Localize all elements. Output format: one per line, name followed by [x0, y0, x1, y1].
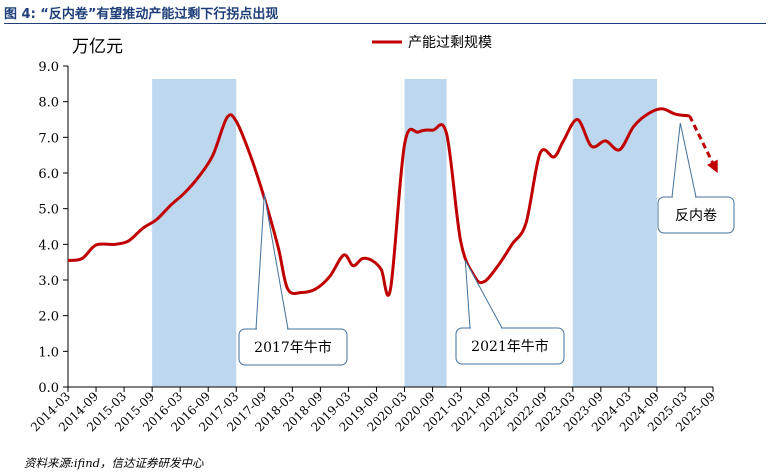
title-rule: [4, 23, 766, 24]
series-layer: [67, 107, 718, 297]
axes: [67, 66, 713, 388]
callout-label: 反内卷: [675, 208, 717, 224]
y-ticks: 0.0 1.0 2.0 3.0 4.0 5.0 6.0 7.0 8.0 9.0: [38, 60, 68, 396]
callout-label: 2021年牛市: [471, 338, 549, 355]
y-tick-label: 4.0: [38, 238, 59, 253]
figure-title: 图 4: “反内卷”有望推动产能过剩下行拐点出现: [4, 7, 279, 22]
callout-box: [455, 327, 565, 365]
callout-pointer: [255, 194, 289, 330]
callout-label: 2017年牛市: [254, 339, 332, 356]
y-tick-label: 6.0: [38, 167, 59, 182]
forecast-line: [688, 115, 714, 163]
y-tick-label: 9.0: [38, 60, 59, 75]
callout-box: [657, 196, 735, 234]
forecast-arrowhead: [706, 159, 718, 173]
callout-box: [238, 328, 348, 366]
unit-label: 万亿元: [72, 37, 123, 57]
series-line-0: [67, 107, 690, 297]
x-ticks: 2014-032014-092015-032015-092016-032016-…: [28, 387, 718, 434]
y-tick-label: 5.0: [38, 203, 59, 218]
legend: 产能过剩规模: [372, 35, 492, 51]
source-note: 资料来源:ifind，信达证券研发中心: [24, 456, 204, 470]
shaded-period-2: [572, 79, 657, 387]
y-tick-label: 0.0: [38, 381, 59, 396]
callout-pointer: [671, 122, 697, 198]
annotations: 2017年牛市 2021年牛市 反内卷: [238, 122, 735, 366]
y-tick-label: 7.0: [38, 131, 59, 146]
y-tick-label: 1.0: [38, 345, 59, 360]
y-tick-label: 8.0: [38, 96, 59, 111]
callout-pointer: [464, 260, 503, 329]
legend-label: 产能过剩规模: [408, 35, 492, 51]
y-tick-label: 3.0: [38, 274, 59, 289]
y-tick-label: 2.0: [38, 310, 59, 325]
